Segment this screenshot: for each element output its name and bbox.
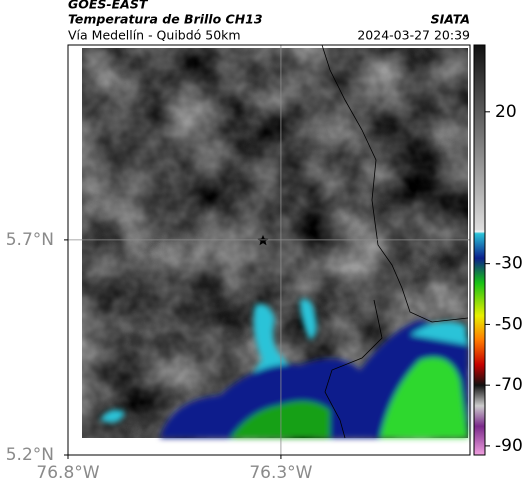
source: SIATA xyxy=(431,12,470,27)
colorbar-tick-label: -30 xyxy=(495,254,523,274)
title: GOES-EAST xyxy=(68,0,149,12)
colorbar-tick-label: -70 xyxy=(495,375,523,395)
colorbar-tick-label: 20 xyxy=(495,102,517,122)
map-frame xyxy=(67,44,471,456)
colorbar-tick-label: -50 xyxy=(495,314,523,334)
x-tick-label: 76.3°W xyxy=(249,463,312,483)
timestamp: 2024-03-27 20:39 xyxy=(357,28,470,43)
y-tick-label: 5.7°N xyxy=(6,230,54,250)
x-tick-label: 76.8°W xyxy=(36,463,99,483)
colorbar-tick-label: -90 xyxy=(495,436,523,456)
y-tick-label: 5.2°N xyxy=(6,445,54,465)
subtitle: Temperatura de Brillo CH13 xyxy=(68,12,263,27)
region: Vía Medellín - Quibdó 50km xyxy=(68,28,241,43)
satellite-image xyxy=(82,44,469,439)
colorbar xyxy=(473,44,486,456)
